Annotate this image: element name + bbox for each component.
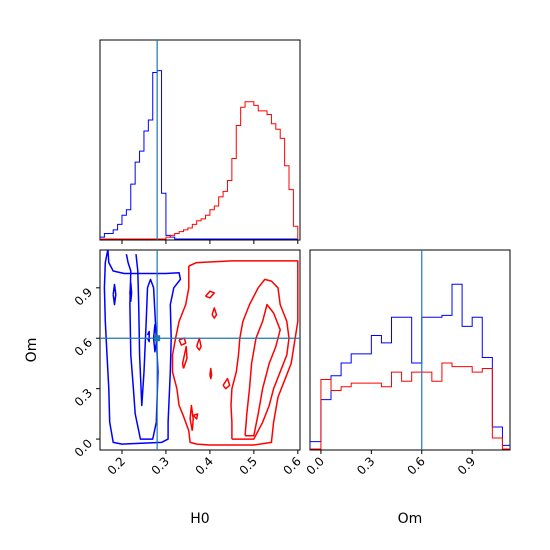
contour-series-2-level-9: [222, 377, 231, 390]
h0-histogram-series-2: [100, 101, 299, 240]
contour-series-1-level-5: [112, 283, 117, 306]
contour-series-2-level-6: [204, 290, 216, 299]
panel-joint-frame: [99, 249, 301, 451]
x-axis-title-om: Om: [398, 511, 423, 527]
panel-joint-contours: 0.2 0.3 0.4 0.5 0.6 0.0 0.3 0.6 0.9: [72, 249, 304, 478]
contour-series-2-level-12: [178, 337, 187, 346]
panel-h0-histogram: [99, 39, 301, 244]
panel-h0-frame: [99, 39, 301, 241]
joint-x-tick-label-0.3: 0.3: [149, 454, 172, 477]
joint-y-tick-label-0.0: 0.0: [72, 436, 95, 459]
joint-x-tick-label-0.5: 0.5: [237, 454, 260, 477]
y-axis-title-om: Om: [24, 338, 40, 363]
om-histogram-series-1: [310, 283, 510, 449]
contour-series-1-level-2: [125, 254, 159, 440]
panel-om-frame: [309, 249, 511, 451]
contour-series-2-level-5: [181, 345, 188, 369]
contour-series-2-level-8: [195, 337, 202, 351]
h0-histogram-series-1: [100, 70, 298, 240]
joint-truth-marker: [154, 335, 161, 342]
om-hist-x-tick-label-0.9: 0.9: [455, 454, 478, 477]
om-hist-x-tick-label-0.3: 0.3: [354, 454, 377, 477]
om-histogram-series-2: [310, 362, 510, 450]
joint-y-tick-label-0.3: 0.3: [72, 386, 95, 409]
contour-series-2-level-4: [189, 404, 194, 431]
contour-series-2-level-10: [209, 367, 213, 380]
panel-om-histogram: 0.0 0.3 0.6 0.9: [304, 249, 511, 478]
joint-x-tick-label-0.4: 0.4: [193, 454, 216, 477]
contour-series-2-level-2: [230, 278, 290, 440]
joint-x-tick-label-0.6: 0.6: [281, 454, 304, 477]
contour-series-2-level-1: [171, 260, 299, 446]
contour-series-1-level-1: [103, 250, 182, 445]
contour-series-1-level-4: [146, 330, 150, 343]
om-hist-x-tick-label-0.0: 0.0: [304, 454, 327, 477]
contour-series-1-level-6: [129, 282, 133, 303]
contour-series-2-level-7: [211, 307, 218, 319]
joint-y-tick-label-0.9: 0.9: [72, 285, 95, 308]
om-hist-x-tick-label-0.6: 0.6: [404, 454, 427, 477]
joint-y-tick-label-0.6: 0.6: [72, 335, 95, 358]
contour-series-2-level-11: [192, 413, 199, 420]
x-axis-title-h0: H0: [190, 511, 209, 527]
contour-series-2-level-3: [244, 303, 281, 437]
joint-x-tick-label-0.2: 0.2: [105, 454, 128, 477]
